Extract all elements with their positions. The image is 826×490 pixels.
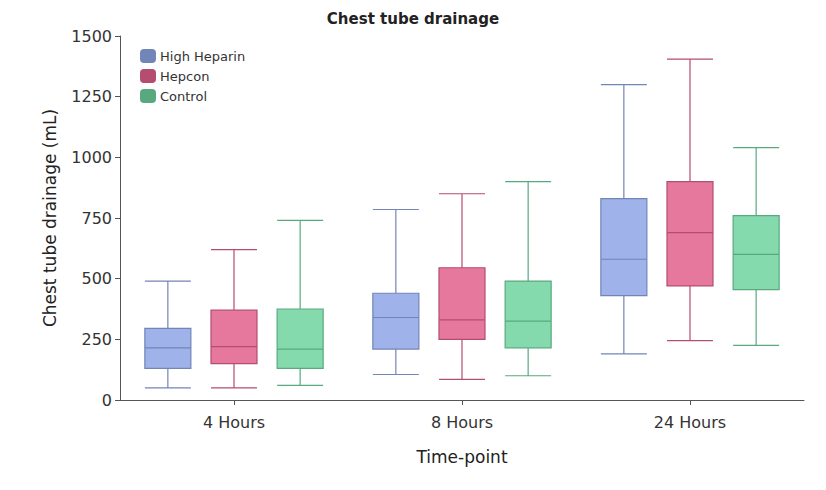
svg-text:Chest tube drainage: Chest tube drainage <box>327 10 499 28</box>
svg-text:500: 500 <box>81 269 112 288</box>
svg-text:Hepcon: Hepcon <box>160 69 209 84</box>
svg-text:Time-point: Time-point <box>415 447 507 467</box>
svg-text:Chest tube drainage (mL): Chest tube drainage (mL) <box>40 109 60 327</box>
svg-text:250: 250 <box>81 330 112 349</box>
svg-text:High Heparin: High Heparin <box>160 49 245 64</box>
svg-text:Control: Control <box>160 89 207 104</box>
svg-text:1250: 1250 <box>71 87 112 106</box>
svg-text:750: 750 <box>81 209 112 228</box>
svg-text:4 Hours: 4 Hours <box>203 413 265 432</box>
svg-text:1000: 1000 <box>71 148 112 167</box>
svg-text:8 Hours: 8 Hours <box>431 413 493 432</box>
svg-text:0: 0 <box>102 391 112 410</box>
svg-text:1500: 1500 <box>71 27 112 46</box>
svg-text:24 Hours: 24 Hours <box>654 413 726 432</box>
